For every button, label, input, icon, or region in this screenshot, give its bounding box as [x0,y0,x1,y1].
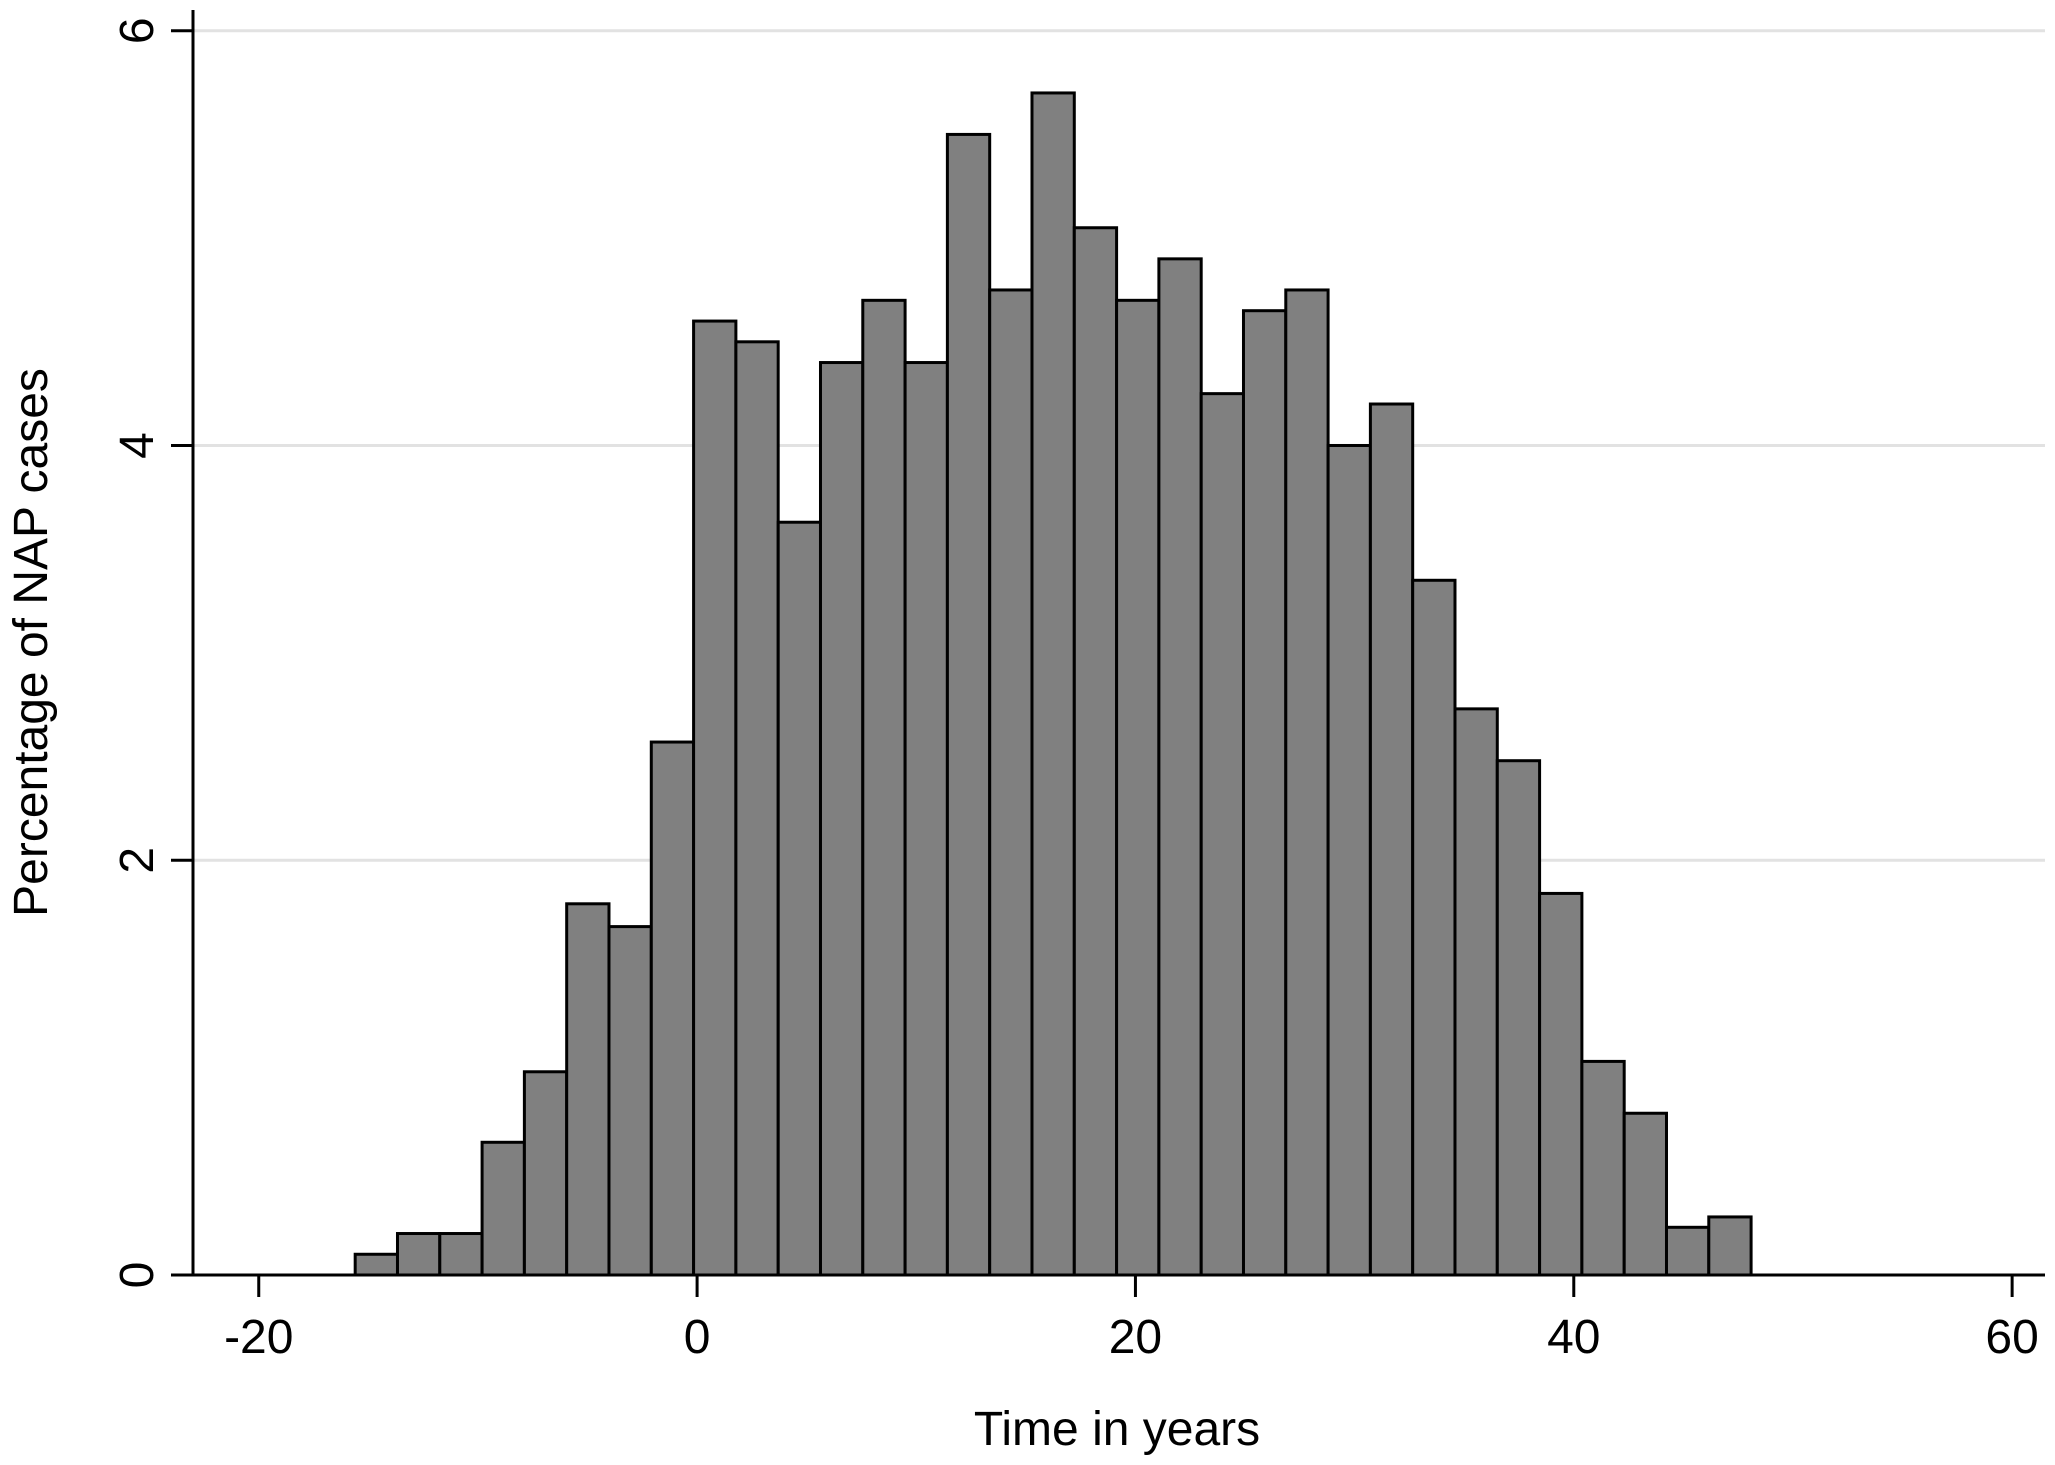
bar-21 [1241,309,1288,1277]
bar-27 [1495,759,1542,1277]
bars [353,91,1753,1277]
x-tick-label: 40 [1547,1311,1600,1364]
bar-8 [692,319,738,1277]
bar-4 [522,1070,569,1277]
bar-0 [353,1252,399,1277]
bar-22 [1284,288,1330,1277]
bar-14 [945,132,992,1277]
y-axis-ticks: 0 2 4 6 [111,17,193,1288]
y-tick-label: 2 [111,847,164,874]
bar-6 [607,925,653,1277]
bar-10 [776,520,822,1277]
bar-16 [1030,91,1076,1277]
y-tick-label: 6 [111,17,164,44]
bar-1 [395,1232,442,1277]
bar-25 [1411,578,1457,1277]
y-tick-label: 4 [111,432,164,459]
bar-5 [565,902,611,1277]
bar-17 [1072,226,1119,1277]
x-axis-title: Time in years [974,1403,1260,1456]
bar-7 [649,740,696,1277]
x-tick-label: 20 [1109,1311,1162,1364]
bar-26 [1453,707,1499,1277]
bar-11 [818,361,865,1277]
x-axis-ticks: -20 0 20 40 60 [224,1275,2039,1364]
bar-18 [1115,298,1161,1277]
bar-24 [1368,402,1415,1277]
y-tick-label: 0 [111,1262,164,1289]
bar-12 [861,298,907,1277]
bar-23 [1326,443,1372,1277]
bar-32 [1707,1215,1753,1277]
bar-29 [1580,1059,1626,1277]
x-tick-label: 0 [684,1311,711,1364]
bar-2 [438,1232,484,1277]
axes [191,10,2045,1277]
y-axis-title: Percentage of NAP cases [5,368,58,917]
x-tick-label: -20 [224,1311,293,1364]
bar-20 [1199,392,1245,1277]
x-tick-label: 60 [1985,1311,2038,1364]
bar-31 [1664,1225,1711,1277]
bar-28 [1538,891,1584,1277]
bar-3 [480,1140,526,1277]
bar-13 [903,361,949,1277]
bar-19 [1157,257,1203,1277]
bar-9 [734,340,780,1277]
bar-15 [988,288,1034,1277]
bar-30 [1622,1111,1668,1277]
